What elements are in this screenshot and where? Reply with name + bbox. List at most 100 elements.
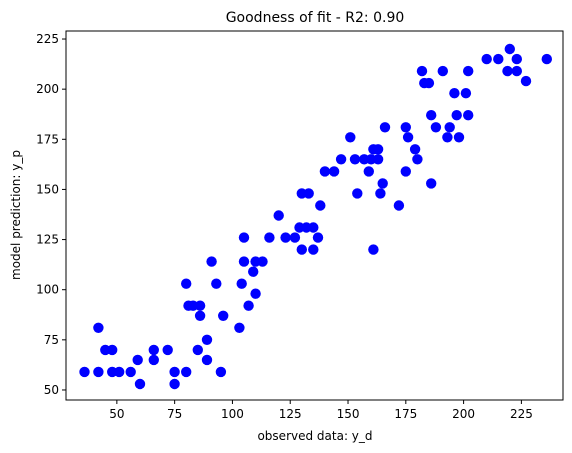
- data-point: [502, 65, 513, 77]
- data-point: [453, 132, 465, 143]
- data-point: [372, 154, 384, 165]
- chart-title: Goodness of fit - R2: 0.90: [226, 10, 405, 26]
- data-point: [319, 166, 331, 177]
- data-point: [409, 144, 421, 155]
- data-point: [520, 75, 532, 87]
- data-point: [79, 366, 90, 378]
- data-point: [437, 65, 448, 77]
- data-point: [194, 300, 206, 311]
- data-point: [451, 110, 462, 121]
- data-point: [416, 65, 428, 77]
- data-point: [264, 232, 275, 243]
- y-tick-label: 175: [36, 132, 59, 146]
- data-point: [379, 122, 391, 133]
- data-point: [372, 144, 384, 155]
- y-tick-label: 150: [36, 182, 59, 196]
- data-point: [442, 132, 453, 143]
- data-point: [511, 65, 522, 77]
- data-point: [248, 266, 259, 277]
- data-point: [493, 53, 504, 65]
- data-point: [238, 256, 250, 267]
- data-point: [280, 232, 291, 243]
- data-point: [132, 354, 143, 366]
- data-point: [296, 244, 307, 255]
- data-point: [426, 178, 437, 189]
- x-tick-label: 150: [337, 407, 360, 421]
- y-tick-label: 100: [36, 283, 59, 297]
- data-point: [541, 53, 552, 65]
- data-point: [328, 166, 340, 177]
- x-tick-label: 200: [452, 407, 475, 421]
- data-point: [215, 366, 227, 378]
- y-axis-ticks: 50 75 100 125 150 175 200 225: [36, 32, 66, 397]
- x-axis-ticks: 50 75 100 125 150 175 200 225: [109, 400, 533, 421]
- x-tick-label: 125: [279, 407, 302, 421]
- data-point: [93, 322, 104, 333]
- data-point: [504, 43, 515, 55]
- data-point: [148, 344, 159, 356]
- data-point: [402, 132, 414, 143]
- data-point: [234, 322, 245, 333]
- data-point: [303, 188, 314, 199]
- data-point: [412, 154, 423, 165]
- data-point: [377, 178, 388, 189]
- data-point: [375, 188, 386, 199]
- data-point: [400, 166, 411, 177]
- data-point: [243, 300, 254, 311]
- data-point: [192, 344, 203, 356]
- data-point: [463, 110, 474, 121]
- x-tick-label: 175: [394, 407, 417, 421]
- data-point: [169, 366, 180, 378]
- data-point: [134, 378, 146, 390]
- data-point: [444, 122, 455, 133]
- data-point: [194, 310, 206, 321]
- data-point: [162, 344, 173, 356]
- data-point: [125, 366, 136, 378]
- data-point: [257, 256, 268, 267]
- data-point: [352, 188, 363, 199]
- data-point: [368, 244, 379, 255]
- data-point: [308, 222, 319, 233]
- data-point: [218, 310, 229, 321]
- data-point: [349, 154, 361, 165]
- x-tick-label: 50: [109, 407, 124, 421]
- data-point: [312, 232, 324, 243]
- x-tick-label: 225: [510, 407, 533, 421]
- data-point: [273, 210, 284, 221]
- data-point: [107, 344, 118, 356]
- x-tick-label: 75: [167, 407, 182, 421]
- y-tick-label: 125: [36, 233, 59, 247]
- points-layer: [79, 43, 552, 390]
- data-point: [315, 200, 326, 211]
- data-point: [400, 122, 411, 133]
- data-point: [169, 378, 180, 390]
- data-point: [289, 232, 301, 243]
- y-tick-label: 75: [44, 333, 59, 347]
- data-point: [201, 334, 213, 345]
- data-point: [335, 154, 347, 165]
- data-point: [211, 278, 222, 289]
- data-point: [393, 200, 405, 211]
- data-point: [460, 88, 472, 99]
- data-point: [345, 132, 356, 143]
- y-axis-label: model prediction: y_p: [9, 150, 23, 280]
- data-point: [238, 232, 250, 243]
- data-point: [449, 88, 460, 99]
- data-point: [430, 122, 442, 133]
- y-tick-label: 200: [36, 82, 59, 96]
- data-point: [206, 256, 217, 267]
- x-tick-label: 100: [221, 407, 244, 421]
- plot-frame: [65, 30, 564, 401]
- data-point: [463, 65, 474, 77]
- x-axis-label: observed data: y_d: [257, 429, 372, 443]
- data-point: [236, 278, 247, 289]
- data-point: [426, 110, 437, 121]
- y-tick-label: 50: [44, 383, 59, 397]
- data-point: [423, 77, 435, 89]
- data-point: [181, 278, 192, 289]
- data-point: [511, 53, 522, 65]
- data-point: [481, 53, 492, 65]
- data-point: [114, 366, 125, 378]
- data-point: [363, 166, 374, 177]
